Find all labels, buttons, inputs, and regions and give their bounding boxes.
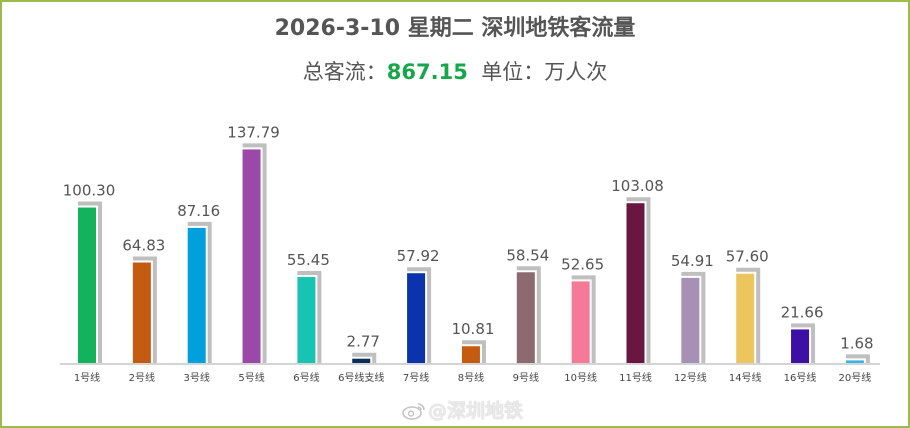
- data-label: 100.30: [63, 182, 116, 200]
- category-label: 6号线: [293, 371, 319, 384]
- bar: [516, 272, 535, 363]
- chart-subtitle: 总客流：867.15 单位：万人次: [0, 56, 910, 86]
- bar: [571, 281, 590, 363]
- bar: [407, 273, 426, 363]
- watermark-text: @深圳地铁: [428, 400, 524, 422]
- data-label: 103.08: [611, 177, 664, 195]
- bar-shadow: [407, 267, 432, 363]
- bar-shadow: [681, 271, 706, 363]
- data-label: 57.92: [397, 247, 440, 265]
- total-value: 867.15: [386, 60, 468, 84]
- category-label: 5号线: [238, 371, 264, 384]
- category-label: 6号线支线: [338, 371, 384, 384]
- bar-group: 100.30 1号线 64.83 2号线 87.16 3号线 137.79 5号线 55.45 6…: [63, 123, 874, 384]
- data-label: 1.68: [840, 334, 873, 352]
- bar: [626, 203, 645, 363]
- data-label: 10.81: [451, 320, 494, 338]
- bar: [297, 277, 316, 363]
- data-label: 137.79: [227, 123, 280, 141]
- category-label: 8号线: [458, 371, 484, 384]
- bar: [78, 207, 96, 363]
- category-label: 7号线: [403, 371, 429, 384]
- bar: [791, 329, 810, 363]
- data-label: 55.45: [287, 251, 330, 269]
- data-label: 54.91: [671, 252, 714, 270]
- bar-shadow: [242, 143, 267, 363]
- category-label: 1号线: [74, 371, 100, 384]
- bar: [132, 262, 151, 363]
- bar-shadow: [845, 354, 870, 363]
- weibo-icon: [402, 403, 425, 420]
- unit-label: 单位：万人次: [481, 60, 608, 84]
- bar: [461, 346, 480, 363]
- category-label: 10号线: [564, 371, 597, 384]
- weibo-watermark: @深圳地铁: [402, 396, 523, 423]
- bar-shadow: [187, 221, 212, 363]
- bar-shadow: [78, 201, 102, 363]
- bar-shadow: [626, 197, 651, 363]
- category-label: 2号线: [129, 371, 155, 384]
- bar: [352, 358, 371, 363]
- bar-shadow: [736, 267, 761, 363]
- data-label: 58.54: [506, 246, 549, 264]
- bar: [736, 273, 755, 363]
- bar-shadow: [571, 275, 596, 363]
- category-label: 3号线: [184, 371, 210, 384]
- category-label: 12号线: [674, 371, 707, 384]
- chart-title: 2026-3-10 星期二 深圳地铁客流量: [274, 16, 636, 41]
- data-label: 87.16: [177, 202, 220, 220]
- bar-shadow: [297, 271, 322, 363]
- data-label: 64.83: [122, 237, 165, 255]
- category-label: 20号线: [839, 371, 872, 384]
- category-label: 11号线: [619, 371, 652, 384]
- data-label: 2.77: [347, 333, 380, 351]
- category-label: 9号线: [513, 371, 539, 384]
- bar-shadow: [461, 340, 486, 363]
- data-label: 57.60: [726, 248, 769, 266]
- category-label: 14号线: [729, 371, 762, 384]
- bar: [845, 360, 864, 363]
- bar-shadow: [352, 352, 377, 363]
- bar: [242, 149, 261, 363]
- bar: [681, 277, 700, 363]
- data-label: 21.66: [781, 303, 824, 321]
- bar-shadow: [132, 256, 157, 363]
- bar-shadow: [791, 323, 816, 363]
- bar-shadow: [516, 266, 541, 363]
- total-label: 总客流：: [302, 60, 387, 84]
- category-label: 16号线: [784, 371, 817, 384]
- data-label: 52.65: [561, 255, 604, 273]
- bar: [187, 227, 206, 363]
